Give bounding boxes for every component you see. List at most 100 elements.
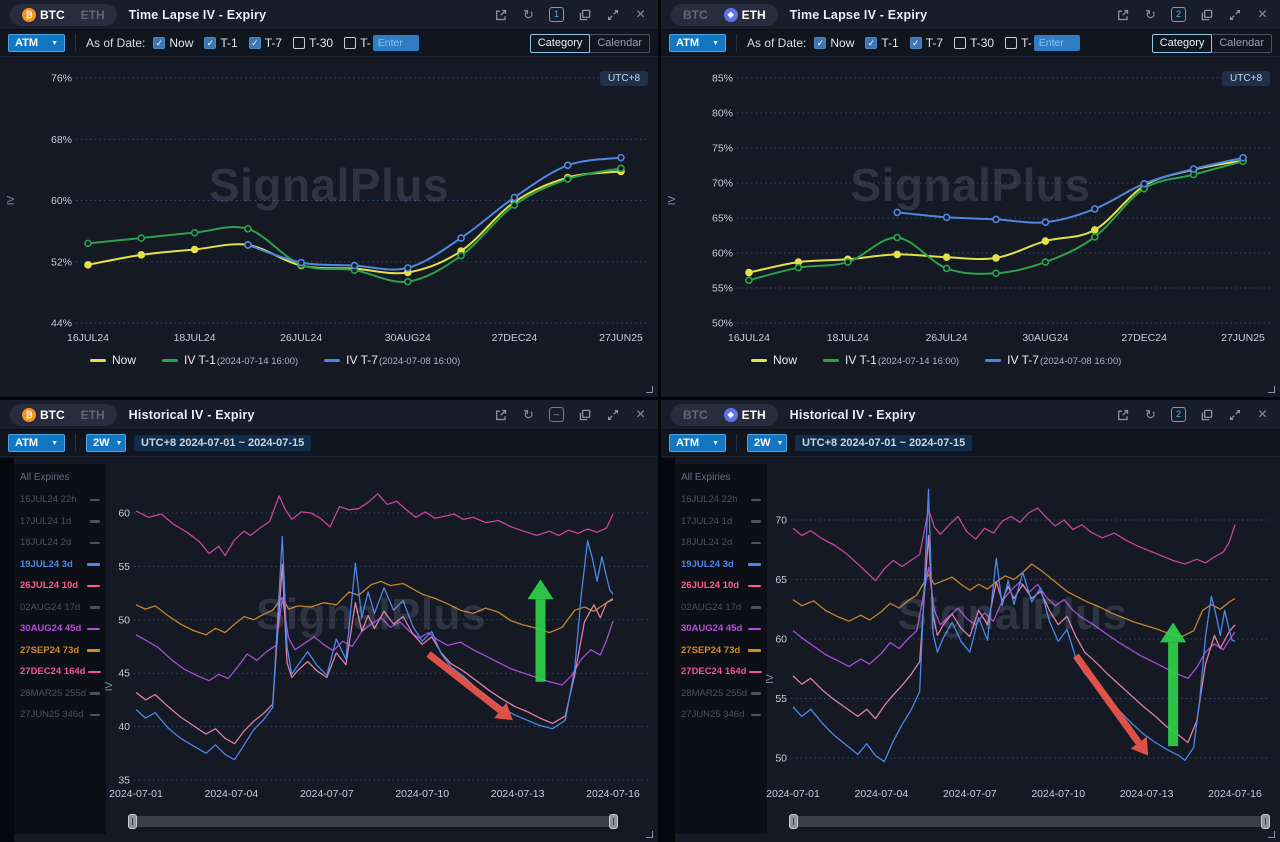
asset-tab-btc[interactable]: BTC	[683, 7, 708, 22]
refresh-icon[interactable]: ↻	[1145, 6, 1156, 22]
asset-toggle[interactable]: ₿ BTC ETH	[10, 3, 117, 26]
slider-handle-left[interactable]	[789, 814, 798, 829]
asset-tab-btc[interactable]: BTC	[683, 407, 708, 422]
strike-mode-select[interactable]: ATM ▼	[8, 34, 65, 52]
expiry-item[interactable]: 18JUL24 2d	[675, 532, 767, 554]
legend-item[interactable]: IV T-7 (2024-07-08 16:00)	[324, 353, 460, 367]
slider-handle-right[interactable]	[609, 814, 618, 829]
asof-checkbox-t-1[interactable]: ✓ T-1	[204, 36, 238, 50]
asof-checkbox-t-30[interactable]: T-30	[954, 36, 994, 50]
expiry-item[interactable]: 17JUL24 1d	[14, 511, 106, 533]
time-range-slider[interactable]	[789, 814, 1270, 829]
checkbox-checked-icon[interactable]: ✓	[204, 37, 217, 49]
legend-item[interactable]: Now	[90, 353, 136, 367]
expiry-item[interactable]: 27DEC24 164d	[675, 661, 767, 683]
checkbox-checked-icon[interactable]: ✓	[248, 37, 261, 49]
asset-tab-eth[interactable]: ◆ ETH	[716, 7, 774, 22]
asset-toggle[interactable]: BTC ◆ ETH	[671, 3, 778, 26]
checkbox-unchecked-icon[interactable]	[954, 37, 967, 49]
duplicate-icon[interactable]	[577, 7, 592, 22]
expiry-item[interactable]: 26JUL24 10d	[14, 575, 106, 597]
checkbox-unchecked-icon[interactable]	[344, 37, 357, 49]
resize-handle[interactable]	[646, 831, 653, 838]
expiry-item[interactable]: 27DEC24 164d	[14, 661, 106, 683]
expiry-item[interactable]: 16JUL24 22h	[675, 489, 767, 511]
expiry-item[interactable]: 02AUG24 17d	[14, 597, 106, 619]
expiry-item[interactable]: 30AUG24 45d	[675, 618, 767, 640]
asof-checkbox-t[interactable]: T-	[1005, 36, 1032, 50]
expiry-filter-all[interactable]: All Expiries	[20, 472, 70, 483]
expiry-item[interactable]: 30AUG24 45d	[14, 618, 106, 640]
fullscreen-icon[interactable]	[1227, 407, 1242, 422]
date-range-display[interactable]: UTC+8 2024-07-01 ~ 2024-07-15	[795, 435, 973, 451]
asset-tab-btc[interactable]: ₿ BTC	[14, 7, 73, 22]
open-in-new-icon[interactable]	[493, 407, 508, 422]
expiry-filter-all[interactable]: All Expiries	[681, 472, 731, 483]
strike-mode-select[interactable]: ATM ▼	[8, 434, 65, 452]
range-mode-select[interactable]: 2W ▼	[86, 434, 126, 452]
checkbox-unchecked-icon[interactable]	[1005, 37, 1018, 49]
asof-checkbox-t-1[interactable]: ✓ T-1	[865, 36, 899, 50]
fullscreen-icon[interactable]	[605, 7, 620, 22]
expiry-item[interactable]: 18JUL24 2d	[14, 532, 106, 554]
resize-handle[interactable]	[646, 386, 653, 393]
asset-tab-btc[interactable]: ₿ BTC	[14, 407, 73, 422]
duplicate-icon[interactable]	[1199, 407, 1214, 422]
calendar-toggle[interactable]: Calendar	[1211, 33, 1272, 53]
asof-checkbox-t-30[interactable]: T-30	[293, 36, 333, 50]
custom-tenor-input[interactable]	[1033, 35, 1080, 51]
custom-tenor-input[interactable]	[372, 35, 419, 51]
asof-checkbox-t-7[interactable]: ✓ T-7	[909, 36, 943, 50]
checkbox-checked-icon[interactable]: ✓	[153, 37, 166, 49]
resize-handle[interactable]	[1268, 386, 1275, 393]
duplicate-icon[interactable]	[577, 407, 592, 422]
asof-checkbox-now[interactable]: ✓ Now	[814, 36, 854, 50]
asset-toggle[interactable]: ₿ BTC ETH	[10, 403, 117, 426]
duplicate-icon[interactable]	[1199, 7, 1214, 22]
expiry-item[interactable]: 26JUL24 10d	[675, 575, 767, 597]
refresh-icon[interactable]: ↻	[1145, 406, 1156, 422]
asof-checkbox-t[interactable]: T-	[344, 36, 371, 50]
category-toggle[interactable]: Category	[1151, 33, 1213, 53]
close-icon[interactable]: ×	[635, 405, 646, 423]
slider-handle-left[interactable]	[128, 814, 137, 829]
expiry-item[interactable]: 02AUG24 17d	[675, 597, 767, 619]
refresh-icon[interactable]: ↻	[523, 6, 534, 22]
category-toggle[interactable]: Category	[529, 33, 591, 53]
slider-handle-right[interactable]	[1261, 814, 1270, 829]
close-icon[interactable]: ×	[635, 5, 646, 23]
time-range-slider[interactable]	[128, 814, 618, 829]
expiry-item[interactable]: 27SEP24 73d	[675, 640, 767, 662]
asset-tab-eth[interactable]: ETH	[80, 7, 105, 22]
open-in-new-icon[interactable]	[1115, 7, 1130, 22]
expiry-item[interactable]: 19JUL24 3d	[675, 554, 767, 576]
fullscreen-icon[interactable]	[605, 407, 620, 422]
open-in-new-icon[interactable]	[493, 7, 508, 22]
checkbox-checked-icon[interactable]: ✓	[865, 37, 878, 49]
fullscreen-icon[interactable]	[1227, 7, 1242, 22]
checkbox-checked-icon[interactable]: ✓	[814, 37, 827, 49]
legend-item[interactable]: IV T-1 (2024-07-14 16:00)	[823, 353, 959, 367]
asof-checkbox-t-7[interactable]: ✓ T-7	[248, 36, 282, 50]
expiry-item[interactable]: 17JUL24 1d	[675, 511, 767, 533]
expiry-item[interactable]: 19JUL24 3d	[14, 554, 106, 576]
strike-mode-select[interactable]: ATM ▼	[669, 434, 726, 452]
expiry-item[interactable]: 27JUN25 346d	[675, 704, 767, 726]
expiry-item[interactable]: 27JUN25 346d	[14, 704, 106, 726]
date-range-display[interactable]: UTC+8 2024-07-01 ~ 2024-07-15	[134, 435, 312, 451]
checkbox-unchecked-icon[interactable]	[293, 37, 306, 49]
calendar-toggle[interactable]: Calendar	[589, 33, 650, 53]
legend-item[interactable]: IV T-7 (2024-07-08 16:00)	[985, 353, 1121, 367]
expiry-item[interactable]: 28MAR25 255d	[675, 683, 767, 705]
range-mode-select[interactable]: 2W ▼	[747, 434, 787, 452]
close-icon[interactable]: ×	[1257, 405, 1268, 423]
asof-checkbox-now[interactable]: ✓ Now	[153, 36, 193, 50]
close-icon[interactable]: ×	[1257, 5, 1268, 23]
asset-tab-eth[interactable]: ETH	[80, 407, 105, 422]
resize-handle[interactable]	[1268, 831, 1275, 838]
open-in-new-icon[interactable]	[1115, 407, 1130, 422]
legend-item[interactable]: Now	[751, 353, 797, 367]
refresh-icon[interactable]: ↻	[523, 406, 534, 422]
expiry-item[interactable]: 28MAR25 255d	[14, 683, 106, 705]
checkbox-checked-icon[interactable]: ✓	[909, 37, 922, 49]
